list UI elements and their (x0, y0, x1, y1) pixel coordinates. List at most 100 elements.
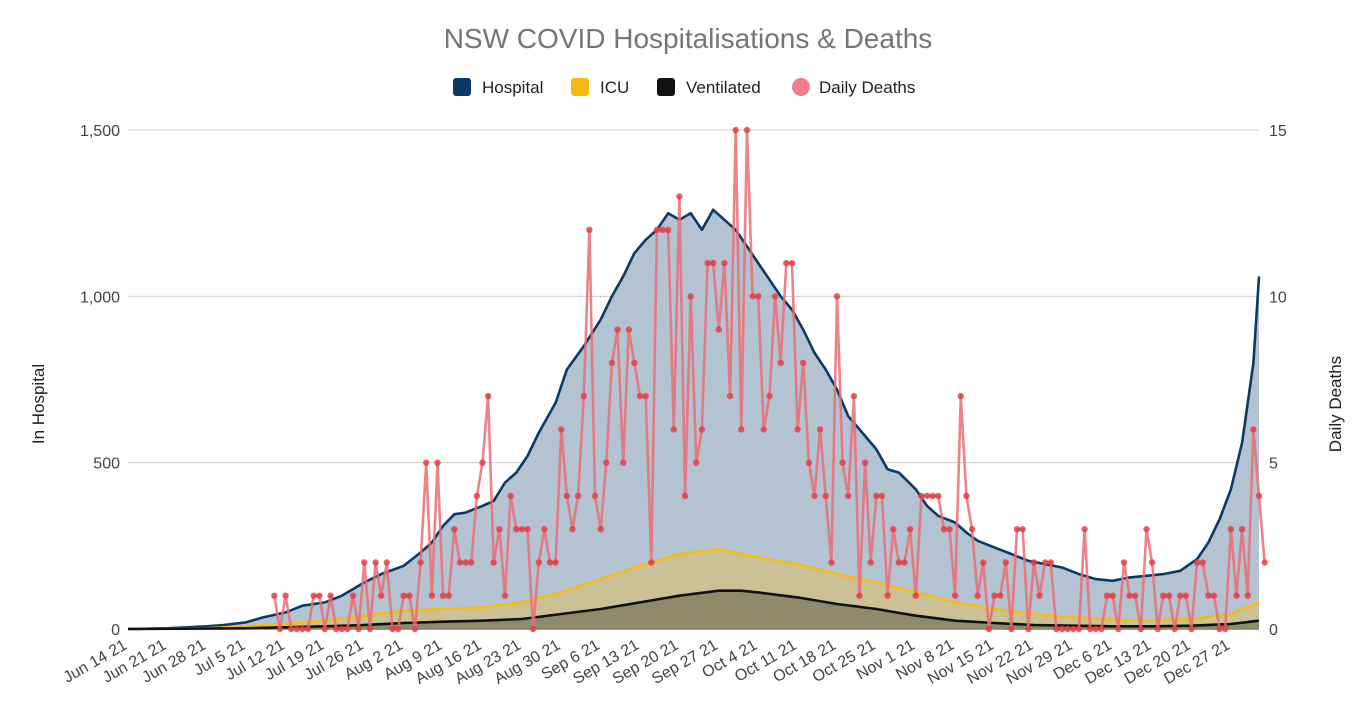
daily-deaths-point (434, 459, 441, 466)
daily-deaths-point (1165, 592, 1173, 599)
daily-deaths-point (603, 459, 610, 466)
daily-deaths-point (338, 625, 345, 633)
daily-deaths-point (569, 526, 576, 533)
daily-deaths-point (1081, 526, 1088, 533)
daily-deaths-point (726, 392, 734, 400)
daily-deaths-point (586, 226, 593, 233)
daily-deaths-point (710, 259, 717, 267)
daily-deaths-point (935, 492, 942, 500)
daily-deaths-point (1210, 592, 1218, 599)
daily-deaths-point (873, 492, 880, 500)
y-tick-label: 0 (111, 622, 120, 639)
icu-area (128, 549, 1259, 629)
daily-deaths-point (591, 492, 599, 500)
daily-deaths-point (518, 526, 526, 533)
daily-deaths-point (535, 559, 542, 566)
daily-deaths-point (631, 359, 638, 367)
daily-deaths-point (1205, 592, 1212, 599)
daily-deaths-point (524, 526, 531, 533)
daily-deaths-point (1053, 625, 1060, 633)
legend-item-hospital[interactable]: Hospital (453, 78, 543, 97)
daily-deaths-point (1109, 592, 1116, 599)
legend-label-hospital: Hospital (482, 78, 543, 97)
daily-deaths-point (665, 226, 672, 233)
legend-swatch-icu (571, 78, 589, 96)
daily-deaths-point (974, 592, 981, 599)
daily-deaths-point (1154, 625, 1161, 633)
y-axis-title: In Hospital (29, 364, 48, 444)
chart-title: NSW COVID Hospitalisations & Deaths (444, 23, 933, 54)
daily-deaths-point (1025, 625, 1032, 633)
daily-deaths-point (304, 625, 312, 633)
daily-deaths-point (451, 526, 458, 533)
daily-deaths-point (738, 426, 745, 433)
daily-deaths-point (985, 625, 993, 633)
y2-tick-label: 5 (1269, 456, 1278, 473)
daily-deaths-point (755, 293, 762, 300)
daily-deaths-point (1137, 625, 1145, 633)
daily-deaths-point (423, 459, 430, 466)
legend-label-icu: ICU (600, 78, 629, 97)
daily-deaths-point (912, 592, 919, 599)
daily-deaths-point (1177, 592, 1184, 599)
daily-deaths-point (1255, 492, 1263, 500)
daily-deaths-point (1250, 426, 1257, 433)
daily-deaths-point (389, 625, 396, 633)
daily-deaths-point (811, 492, 818, 500)
daily-deaths-point (653, 226, 661, 233)
daily-deaths-point (923, 492, 931, 500)
daily-deaths-point (496, 526, 503, 533)
daily-deaths-point (479, 459, 486, 466)
legend-swatch-ventilated (657, 78, 675, 96)
y-axis-ticks: 0 500 1,000 1,500 (80, 123, 120, 639)
daily-deaths-point (1233, 592, 1240, 599)
daily-deaths-point (1120, 559, 1128, 566)
legend-item-icu[interactable]: ICU (571, 78, 629, 97)
daily-deaths-point (980, 559, 987, 566)
y-tick-label: 1,500 (80, 123, 120, 140)
daily-deaths-point (1227, 526, 1235, 533)
daily-deaths-point (1188, 625, 1195, 633)
hospital-area (128, 209, 1259, 630)
daily-deaths-point (805, 459, 813, 466)
y2-tick-label: 15 (1269, 123, 1287, 140)
daily-deaths-point (715, 326, 722, 333)
daily-deaths-point (361, 559, 368, 566)
daily-deaths-point (1098, 625, 1105, 633)
daily-deaths-point (749, 293, 756, 300)
daily-deaths-point (760, 426, 767, 433)
daily-deaths-point (884, 592, 891, 599)
daily-deaths-point (529, 625, 537, 633)
daily-deaths-point (743, 126, 751, 134)
daily-deaths-point (1013, 526, 1021, 533)
daily-deaths-point (608, 359, 616, 367)
daily-deaths-point (310, 592, 317, 599)
daily-deaths-point (513, 526, 520, 533)
daily-deaths-point (878, 492, 886, 500)
ventilated-line (127, 589, 1260, 631)
daily-deaths-point (1148, 559, 1156, 566)
daily-deaths-point (1047, 559, 1055, 566)
legend-item-daily-deaths[interactable]: Daily Deaths (792, 78, 915, 97)
daily-deaths-point (1087, 625, 1094, 633)
daily-deaths-point (574, 492, 582, 500)
daily-deaths-point (890, 526, 897, 533)
daily-deaths-point (1238, 526, 1246, 533)
daily-deaths-point (648, 559, 655, 566)
daily-deaths-point (659, 226, 666, 233)
daily-deaths-point (721, 259, 728, 267)
legend-item-ventilated[interactable]: Ventilated (657, 78, 761, 97)
daily-deaths-point (788, 259, 796, 267)
daily-deaths-point (1182, 592, 1190, 599)
daily-deaths-point (327, 592, 334, 599)
daily-deaths-point (1008, 625, 1015, 633)
daily-deaths-point (456, 559, 464, 566)
daily-deaths-point (693, 459, 700, 466)
ventilated-area (128, 590, 1259, 629)
daily-deaths-point (378, 592, 385, 599)
daily-deaths-point (777, 359, 784, 367)
legend: Hospital ICU Ventilated Daily Deaths (453, 78, 915, 97)
daily-deaths-point (383, 559, 390, 566)
daily-deaths-point (563, 492, 571, 500)
y-tick-label: 500 (93, 456, 120, 473)
